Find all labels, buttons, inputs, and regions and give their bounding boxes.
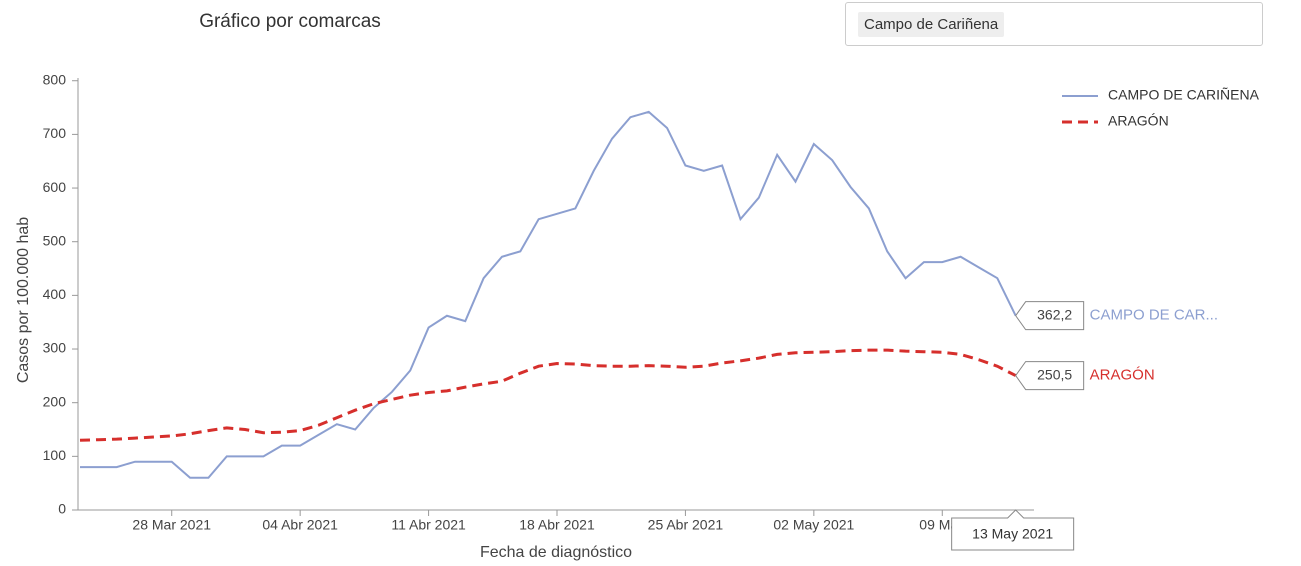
- hover-name: ARAGÓN: [1090, 367, 1155, 384]
- y-tick-label: 600: [43, 179, 67, 195]
- series-line: [79, 348, 1017, 442]
- hover-x-box: [951, 509, 1075, 551]
- hover-value: 362,2: [1037, 306, 1072, 322]
- chart-title: Gráfico por comarcas: [199, 11, 381, 32]
- y-tick-label: 300: [43, 340, 67, 356]
- legend-label: ARAGÓN: [1108, 113, 1169, 129]
- hover-x-label: 13 May 2021: [972, 526, 1053, 542]
- y-axis-title: Casos por 100.000 hab: [15, 217, 32, 383]
- y-tick-label: 0: [58, 501, 66, 517]
- x-tick-label: 02 May 2021: [773, 517, 854, 533]
- y-tick-label: 500: [43, 232, 67, 248]
- x-tick-label: 28 Mar 2021: [132, 517, 211, 533]
- hover-value: 250,5: [1037, 366, 1072, 382]
- y-tick-label: 400: [43, 286, 67, 302]
- hover-name: CAMPO DE CAR...: [1090, 307, 1218, 324]
- x-tick-label: 18 Abr 2021: [519, 517, 595, 533]
- x-tick-label: 11 Abr 2021: [391, 517, 466, 533]
- y-tick-label: 100: [43, 447, 67, 463]
- x-tick-label: 04 Abr 2021: [262, 517, 338, 533]
- region-selector[interactable]: Campo de Cariñena: [845, 2, 1263, 46]
- y-tick-label: 700: [43, 125, 67, 141]
- selected-region[interactable]: Campo de Cariñena: [858, 12, 1005, 37]
- y-tick-label: 200: [43, 393, 67, 409]
- hover-box: [1015, 361, 1085, 391]
- series-line: [80, 110, 1017, 479]
- hover-box: [1015, 301, 1085, 331]
- x-axis-title: Fecha de diagnóstico: [480, 544, 632, 561]
- y-tick-label: 800: [43, 71, 67, 87]
- legend-label: CAMPO DE CARIÑENA: [1108, 87, 1260, 103]
- x-tick-label: 25 Abr 2021: [648, 517, 724, 533]
